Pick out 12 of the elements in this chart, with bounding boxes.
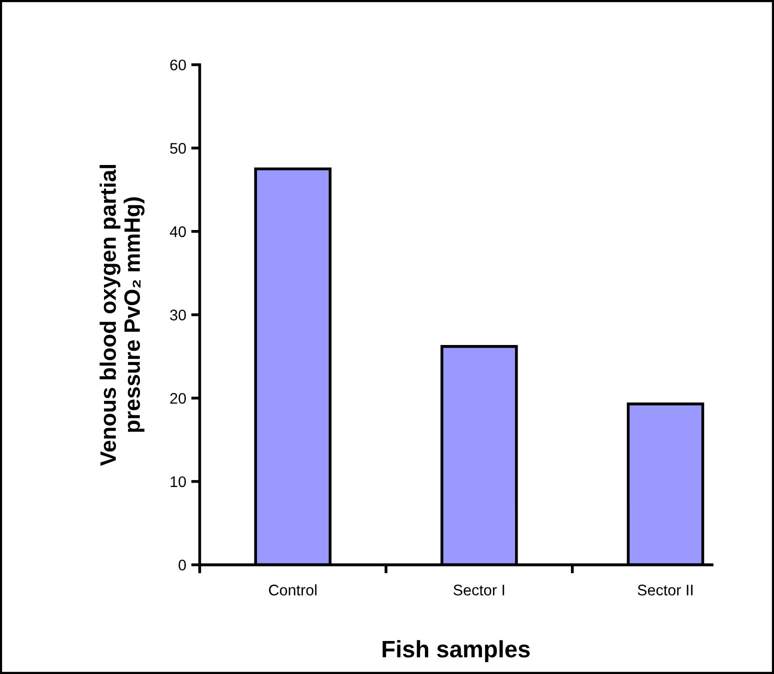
- y-tick-label: 20: [170, 392, 186, 404]
- y-tick-label: 10: [170, 476, 186, 488]
- y-tick-label: 60: [170, 60, 186, 70]
- x-tick-label: Sector II: [638, 584, 693, 596]
- y-tick-label: 40: [170, 226, 186, 238]
- x-tick-label: Sector I: [454, 584, 504, 596]
- x-axis-title: Fish samples: [382, 640, 530, 662]
- y-tick-label: 50: [170, 142, 186, 154]
- y-axis-title: Venous blood oxygen partial pressure PvO₂ mmHg): [100, 165, 145, 466]
- x-tick-label: Control: [269, 584, 316, 596]
- y-tick-label: 0: [178, 560, 186, 570]
- y-tick-label: 30: [170, 310, 186, 320]
